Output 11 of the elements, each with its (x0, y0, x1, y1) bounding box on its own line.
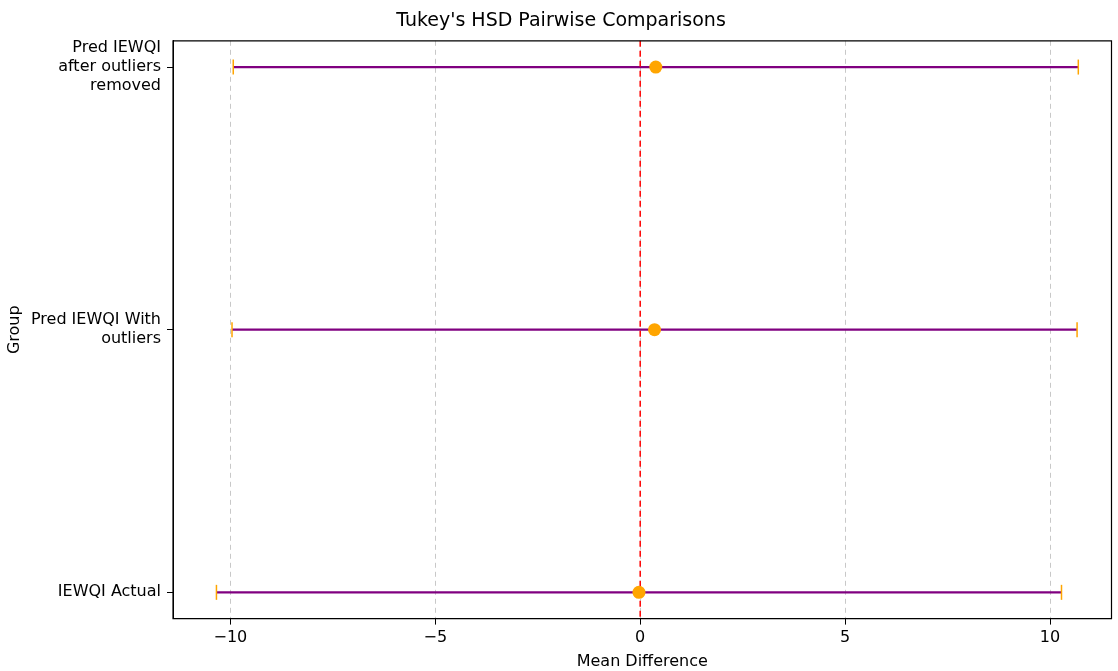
y-tick-label: Pred IEWQI With outliers (30, 309, 161, 348)
y-tick-label: Pred IEWQI after outliers removed (58, 37, 161, 95)
x-axis-title: Mean Difference (576, 650, 708, 670)
x-tick-label: 10 (1039, 627, 1061, 647)
x-tick-label: 0 (635, 627, 646, 647)
y-axis-title: Group (3, 305, 23, 355)
x-tick-label: −5 (423, 627, 448, 647)
x-tick-label: 5 (840, 627, 851, 647)
y-tick-label: IEWQI Actual (57, 581, 161, 601)
chart-title: Tukey's HSD Pairwise Comparisons (395, 8, 726, 31)
x-tick-label: −10 (213, 627, 248, 647)
